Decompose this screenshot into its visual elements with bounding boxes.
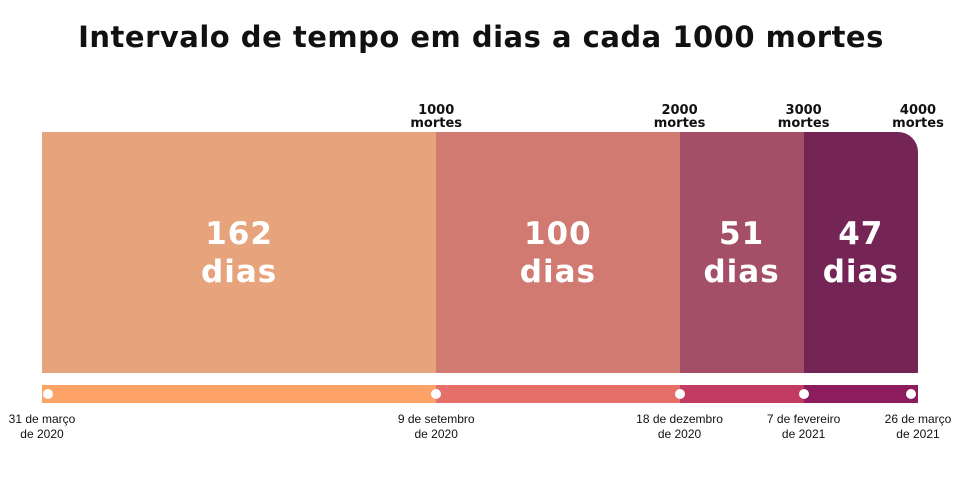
date-line-2: de 2021 bbox=[781, 427, 826, 441]
timeline-bar bbox=[42, 385, 918, 403]
timeline-segment-3 bbox=[679, 385, 804, 403]
timeline-dot-2 bbox=[431, 389, 442, 399]
date-label-2: 9 de setembro de 2020 bbox=[376, 412, 496, 442]
milestone-number: 4000 bbox=[899, 103, 937, 118]
bar-segment-1: 162 dias bbox=[42, 132, 437, 373]
milestone-label-4: 4000 mortes bbox=[868, 104, 962, 130]
date-line-2: de 2021 bbox=[896, 427, 940, 441]
date-line-2: de 2020 bbox=[414, 427, 458, 441]
date-line-2: de 2020 bbox=[20, 427, 64, 441]
date-label-3: 18 de dezembro de 2020 bbox=[620, 412, 740, 442]
bar-segment-4: 47 dias bbox=[803, 132, 918, 373]
date-line-1: 9 de setembro bbox=[397, 412, 475, 426]
segment-days-unit: dias bbox=[703, 253, 780, 290]
date-label-5: 26 de março de 2021 bbox=[858, 412, 962, 442]
milestone-label-1: 1000 mortes bbox=[386, 104, 486, 130]
milestone-number: 1000 bbox=[418, 103, 455, 118]
segment-days-unit: dias bbox=[822, 253, 899, 290]
bar-segment-label: 162 dias bbox=[201, 215, 277, 291]
timeline-segment-1 bbox=[42, 385, 437, 403]
segment-days-value: 100 bbox=[523, 215, 592, 252]
timeline-dot-4 bbox=[798, 389, 809, 399]
bar-segment-2: 100 dias bbox=[436, 132, 680, 373]
timeline-dot-5 bbox=[906, 389, 916, 399]
segment-days-value: 51 bbox=[719, 215, 765, 252]
date-line-1: 7 de fevereiro bbox=[766, 412, 841, 426]
segment-days-unit: dias bbox=[519, 253, 596, 290]
date-line-1: 18 de dezembro bbox=[636, 412, 723, 426]
bar-segment-label: 47 dias bbox=[823, 215, 899, 291]
date-label-1: 31 de março de 2020 bbox=[0, 412, 102, 442]
milestone-unit: mortes bbox=[777, 116, 830, 131]
milestone-label-2: 2000 mortes bbox=[630, 104, 730, 130]
date-line-1: 26 de março bbox=[884, 412, 952, 426]
timeline-dot-3 bbox=[674, 389, 685, 399]
date-line-1: 31 de março bbox=[8, 412, 76, 426]
bar-segment-3: 51 dias bbox=[679, 132, 804, 373]
bar-segment-label: 100 dias bbox=[520, 215, 596, 291]
date-label-4: 7 de fevereiro de 2021 bbox=[744, 412, 864, 442]
date-line-2: de 2020 bbox=[657, 427, 702, 441]
segment-days-value: 47 bbox=[838, 215, 884, 252]
milestone-unit: mortes bbox=[892, 116, 944, 131]
segment-days-value: 162 bbox=[205, 215, 273, 252]
chart-title: Intervalo de tempo em dias a cada 1000 m… bbox=[78, 20, 884, 54]
timeline-segment-4 bbox=[803, 385, 918, 403]
segment-days-unit: dias bbox=[201, 253, 278, 290]
milestone-unit: mortes bbox=[410, 116, 463, 131]
timeline-dot-1 bbox=[43, 389, 53, 399]
milestone-unit: mortes bbox=[653, 116, 706, 131]
bar-segment-label: 51 dias bbox=[703, 215, 779, 291]
timeline-segment-2 bbox=[436, 385, 680, 403]
milestone-label-3: 3000 mortes bbox=[754, 104, 854, 130]
milestone-number: 2000 bbox=[661, 103, 698, 118]
milestone-number: 3000 bbox=[785, 103, 822, 118]
